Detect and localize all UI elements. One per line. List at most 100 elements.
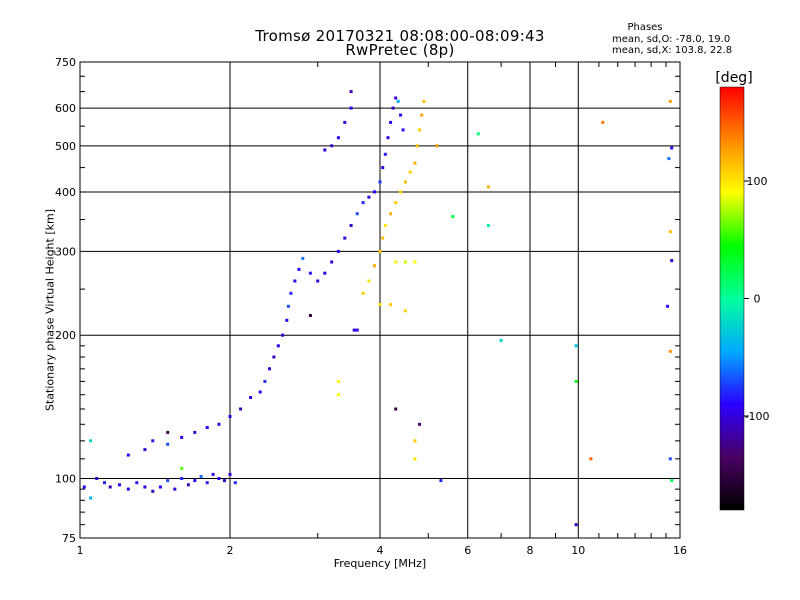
data-point <box>383 224 387 227</box>
data-point <box>336 393 340 397</box>
data-point <box>394 260 398 264</box>
y-tick-label: 500 <box>55 140 76 153</box>
colorbar-tick-label: 100 <box>747 175 768 188</box>
x-tick-label: 16 <box>673 544 687 557</box>
data-point <box>389 120 393 124</box>
y-tick-label: 750 <box>55 56 76 69</box>
y-tick-label: 600 <box>55 102 76 115</box>
data-point <box>670 259 674 263</box>
data-point <box>589 457 593 461</box>
colorbar: [deg] 100 0 -100 <box>715 70 770 511</box>
data-point <box>249 396 253 399</box>
data-point <box>391 106 395 110</box>
data-point <box>126 487 130 491</box>
data-point <box>343 236 347 240</box>
data-point <box>435 144 439 148</box>
data-point <box>349 90 353 94</box>
colorbar-tick-label: 0 <box>754 293 761 306</box>
data-point <box>180 435 184 439</box>
data-point <box>126 453 130 457</box>
data-point <box>82 485 86 489</box>
colorbar-tick-label: -100 <box>745 410 770 423</box>
data-point <box>361 201 365 205</box>
data-point <box>193 430 197 434</box>
data-point <box>89 439 93 443</box>
data-point <box>205 426 209 429</box>
data-point <box>389 212 393 216</box>
data-point <box>228 472 232 476</box>
data-point <box>166 442 170 446</box>
data-point <box>217 477 221 480</box>
data-point <box>308 314 312 317</box>
data-point <box>258 390 262 394</box>
data-point <box>336 379 340 383</box>
data-point <box>668 99 672 103</box>
data-point <box>180 477 184 480</box>
data-point <box>499 339 503 342</box>
phase-stats-x-mode: mean, sd,X: 103.8, 22.8 <box>612 45 733 56</box>
data-point <box>404 260 407 264</box>
grid <box>80 62 680 538</box>
data-point <box>151 489 155 493</box>
colorbar-label: [deg] <box>715 70 752 86</box>
data-point <box>233 481 237 485</box>
data-point <box>143 485 147 489</box>
data-point <box>408 170 412 174</box>
data-point <box>143 448 147 452</box>
data-point <box>173 487 177 491</box>
y-tick-label: 200 <box>55 329 76 342</box>
data-point <box>668 230 672 234</box>
data-point <box>301 256 305 260</box>
data-point <box>286 304 290 308</box>
data-point <box>378 180 382 184</box>
data-point <box>378 303 382 307</box>
x-axis-label: Frequency [MHz] <box>333 557 427 570</box>
data-point <box>601 120 605 124</box>
data-point <box>316 279 320 283</box>
data-point <box>276 344 280 348</box>
data-point <box>386 136 390 140</box>
data-point <box>415 144 419 148</box>
data-point <box>670 146 674 150</box>
data-point <box>166 479 170 483</box>
data-point <box>205 481 209 485</box>
data-point <box>193 479 197 483</box>
data-point <box>355 328 359 332</box>
data-point <box>135 481 139 485</box>
data-point <box>118 483 121 487</box>
data-point <box>389 303 393 307</box>
data-point <box>394 201 398 205</box>
data-point <box>394 96 398 100</box>
x-tick-label: 8 <box>527 544 534 557</box>
data-point <box>323 148 327 152</box>
data-point <box>289 291 293 295</box>
data-point <box>239 407 243 411</box>
data-point <box>404 180 407 184</box>
data-point <box>451 215 455 219</box>
data-point <box>330 144 334 148</box>
data-point <box>574 523 578 527</box>
data-point <box>330 260 334 264</box>
data-point <box>89 496 93 500</box>
data-point <box>336 136 340 140</box>
y-tick-label: 75 <box>62 532 76 545</box>
data-point <box>413 260 417 264</box>
data-point <box>373 190 376 194</box>
data-point <box>381 166 385 170</box>
chart-subtitle: RwPretec (8p) <box>345 41 455 59</box>
data-point <box>413 439 417 443</box>
data-point <box>399 113 403 117</box>
data-point <box>486 185 490 189</box>
data-point <box>272 355 276 359</box>
data-point <box>486 224 490 227</box>
data-point <box>103 481 106 485</box>
data-point <box>439 479 443 483</box>
data-points <box>82 90 674 527</box>
data-point <box>343 120 347 124</box>
data-point <box>361 291 365 295</box>
data-point <box>668 349 672 353</box>
x-tick-label: 1 <box>77 544 84 557</box>
y-tick-label: 300 <box>55 245 76 258</box>
data-point <box>199 475 203 478</box>
